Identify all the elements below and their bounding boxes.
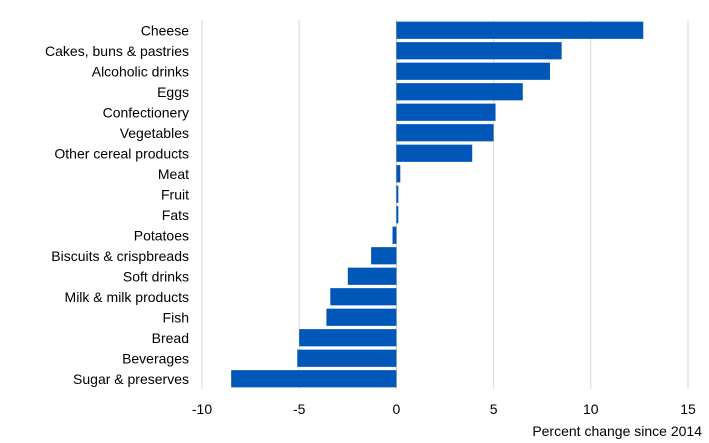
category-label: Bread [152,330,189,346]
x-tick-label: 0 [393,401,401,417]
bar [396,165,401,183]
category-label: Biscuits & crispbreads [51,248,189,264]
x-tick-label: 5 [490,401,498,417]
bar [396,124,494,142]
x-tick-labels: -10 -5 0 5 10 15 [192,401,696,417]
bars [231,21,644,388]
bar [396,206,399,224]
category-label: Eggs [157,84,189,100]
bar [347,267,397,285]
x-tick-label: 15 [680,401,696,417]
bar [326,308,397,326]
category-label: Alcoholic drinks [92,63,189,79]
bar [396,83,523,101]
category-label: Other cereal products [54,145,189,161]
category-label: Confectionery [103,104,189,120]
bar [392,226,397,244]
x-tick-label: -10 [192,401,212,417]
category-label: Cheese [141,22,189,38]
category-label: Milk & milk products [65,289,189,305]
bar [396,21,644,39]
x-axis-title: Percent change since 2014 [532,423,702,439]
category-label: Beverages [122,350,189,366]
bar [396,144,473,162]
category-label: Fruit [161,186,189,202]
category-labels: Cheese Cakes, buns & pastries Alcoholic dr… [45,22,189,387]
category-label: Vegetables [120,125,189,141]
bar [396,103,496,121]
bar [299,329,397,347]
category-label: Fish [163,309,189,325]
x-tick-label: 10 [583,401,599,417]
bar [297,349,397,367]
bar [231,370,397,388]
category-label: Meat [158,166,189,182]
bar [371,247,397,265]
x-tick-label: -5 [293,401,306,417]
category-label: Cakes, buns & pastries [45,43,189,59]
bar [396,185,399,203]
gridlines [201,20,689,389]
category-label: Fats [162,207,189,223]
bar [396,42,562,60]
category-label: Sugar & preserves [73,371,189,387]
bar [396,62,550,80]
category-label: Soft drinks [123,268,189,284]
bar [330,288,397,306]
category-label: Potatoes [134,227,189,243]
